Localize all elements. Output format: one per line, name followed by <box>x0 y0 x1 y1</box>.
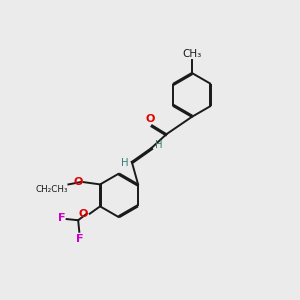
Text: O: O <box>145 113 154 124</box>
Text: H: H <box>155 140 163 150</box>
Text: H: H <box>121 158 128 168</box>
Text: O: O <box>73 177 83 187</box>
Text: CH₂CH₃: CH₂CH₃ <box>35 185 68 194</box>
Text: CH₃: CH₃ <box>182 49 202 59</box>
Text: F: F <box>76 234 84 244</box>
Text: F: F <box>58 213 65 223</box>
Text: O: O <box>79 209 88 219</box>
